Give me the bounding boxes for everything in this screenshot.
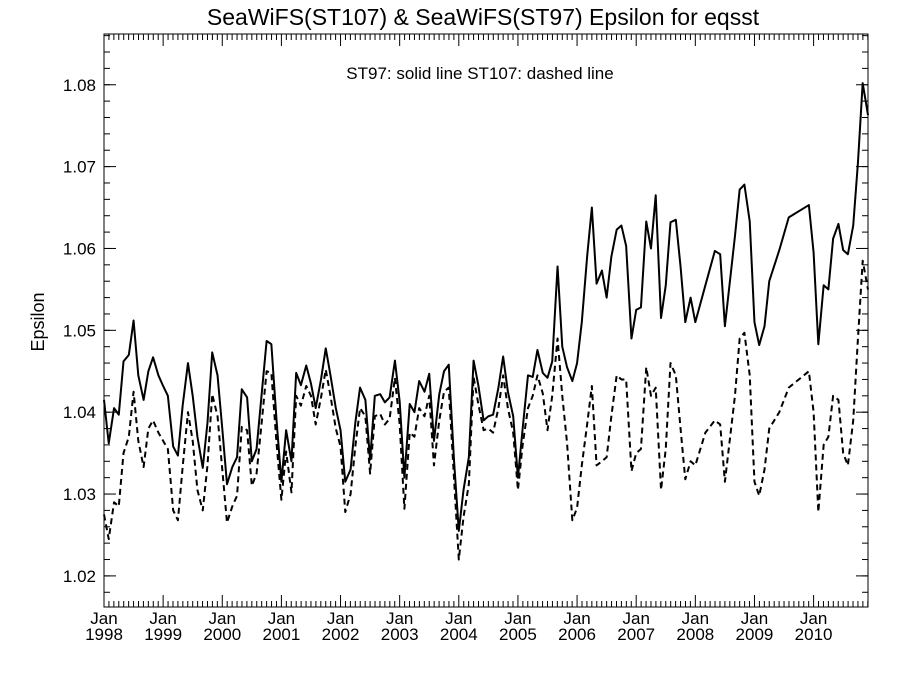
x-tick-month-label: Jan <box>741 609 768 628</box>
x-tick-year-label: 2009 <box>736 625 774 644</box>
x-tick-year-label: 1998 <box>85 625 123 644</box>
x-tick-year-label: 2008 <box>676 625 714 644</box>
series-line-st107 <box>103 259 869 561</box>
x-tick-year-label: 2001 <box>262 625 300 644</box>
axis-tick-labels: 1.021.031.041.051.061.071.08Jan1998Jan19… <box>63 76 833 644</box>
x-tick-month-label: Jan <box>682 609 709 628</box>
x-tick-year-label: 2000 <box>203 625 241 644</box>
y-axis-label: Epsilon <box>28 292 48 351</box>
y-tick-label: 1.03 <box>63 485 96 504</box>
series-layer <box>103 82 869 561</box>
x-tick-month-label: Jan <box>800 609 827 628</box>
x-tick-month-label: Jan <box>209 609 236 628</box>
x-tick-month-label: Jan <box>386 609 413 628</box>
y-tick-label: 1.06 <box>63 239 96 258</box>
line-style-annotation: ST97: solid line ST107: dashed line <box>346 64 613 83</box>
x-tick-year-label: 1999 <box>144 625 182 644</box>
x-tick-month-label: Jan <box>149 609 176 628</box>
y-tick-label: 1.02 <box>63 567 96 586</box>
x-tick-year-label: 2005 <box>499 625 537 644</box>
x-tick-month-label: Jan <box>445 609 472 628</box>
x-tick-month-label: Jan <box>622 609 649 628</box>
x-tick-month-label: Jan <box>327 609 354 628</box>
x-tick-year-label: 2004 <box>440 625 478 644</box>
x-tick-year-label: 2007 <box>617 625 655 644</box>
chart-title: SeaWiFS(ST107) & SeaWiFS(ST97) Epsilon f… <box>207 4 760 30</box>
x-tick-month-label: Jan <box>504 609 531 628</box>
plot-frame <box>103 33 869 608</box>
series-line-st97 <box>103 82 869 532</box>
y-tick-label: 1.08 <box>63 76 96 95</box>
x-tick-year-label: 2003 <box>381 625 419 644</box>
x-tick-month-label: Jan <box>90 609 117 628</box>
x-tick-month-label: Jan <box>563 609 590 628</box>
x-tick-year-label: 2002 <box>322 625 360 644</box>
x-tick-month-label: Jan <box>268 609 295 628</box>
y-tick-label: 1.05 <box>63 321 96 340</box>
x-tick-year-label: 2006 <box>558 625 596 644</box>
x-tick-year-label: 2010 <box>795 625 833 644</box>
y-tick-label: 1.04 <box>63 403 96 422</box>
y-tick-label: 1.07 <box>63 158 96 177</box>
